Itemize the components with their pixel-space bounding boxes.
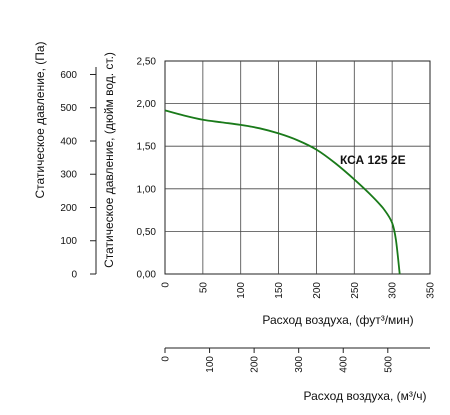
y2-tick-label: 0 — [71, 270, 77, 281]
curve-layer — [164, 109, 401, 275]
x2-tick-label: 300 — [294, 356, 305, 373]
x-axis-title: Расход воздуха, (фут³/мин) — [262, 313, 413, 327]
x2-tick-label: 500 — [383, 356, 394, 373]
x-tick-label: 100 — [236, 282, 247, 299]
y-tick-label: 0,00 — [137, 270, 157, 281]
primary-x-axis: 0 50 100 150 200 250 300 350 — [161, 282, 437, 299]
y2-axis-title: Статическое давление, (Па) — [33, 41, 47, 198]
secondary-y-axis: 0 100 200 300 400 500 600 — [60, 67, 97, 281]
y2-tick-label: 600 — [60, 70, 77, 81]
plot-frame — [164, 60, 431, 275]
grid — [164, 60, 431, 275]
y2-tick-label: 300 — [60, 170, 77, 181]
y2-tick-label: 500 — [60, 103, 77, 114]
y-tick-label: 2,00 — [137, 99, 157, 110]
x-tick-label: 0 — [161, 282, 172, 288]
x-tick-label: 250 — [350, 282, 361, 299]
x-tick-label: 200 — [312, 282, 323, 299]
x-tick-label: 150 — [274, 282, 285, 299]
x2-tick-label: 0 — [161, 356, 172, 362]
series-label: КСА 125 2E — [340, 153, 406, 167]
primary-y-axis: 0,00 0,50 1,00 1,50 2,00 2,50 — [137, 57, 157, 281]
y-axis-title: Статическое давление, (дюйм вод. ст.) — [102, 52, 116, 268]
series-line — [164, 109, 401, 275]
secondary-x-axis: 0 100 200 300 400 500 — [161, 347, 430, 373]
y2-tick-label: 400 — [60, 136, 77, 147]
y-tick-label: 0,50 — [137, 227, 157, 238]
x-tick-label: 350 — [426, 282, 437, 299]
y-tick-label: 1,50 — [137, 142, 157, 153]
y-tick-label: 2,50 — [137, 57, 157, 68]
x2-tick-label: 100 — [205, 356, 216, 373]
x-tick-label: 300 — [388, 282, 399, 299]
y2-tick-label: 100 — [60, 236, 77, 247]
x-tick-label: 50 — [198, 282, 209, 294]
x2-axis-title: Расход воздуха, (м³/ч) — [304, 389, 427, 403]
x2-tick-label: 400 — [339, 356, 350, 373]
y-tick-label: 1,00 — [137, 184, 157, 195]
y2-tick-label: 200 — [60, 203, 77, 214]
x2-tick-label: 200 — [250, 356, 261, 373]
